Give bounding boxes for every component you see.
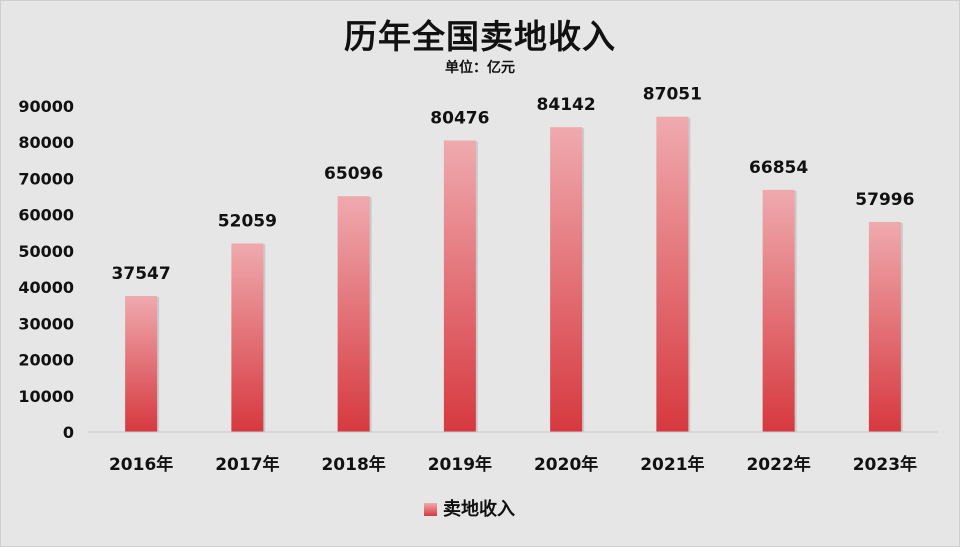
bar-value-label: 57996: [855, 190, 914, 210]
bar-value-label: 52059: [218, 211, 277, 231]
x-tick-label: 2022年: [746, 454, 810, 475]
y-tick-label: 60000: [18, 206, 74, 225]
bar-value-label: 80476: [430, 108, 489, 128]
bar: [443, 140, 476, 432]
y-tick-label: 40000: [18, 278, 74, 297]
bar-series: 37547 52059 65096 80476 84142 87051 66854 57996: [112, 85, 914, 432]
x-tick-label: 2023年: [853, 454, 917, 475]
y-tick-label: 0: [63, 423, 74, 442]
bar: [337, 196, 370, 432]
x-axis: 2016年 2017年 2018年 2019年 2020年 2021年 2022年 2023年: [88, 431, 938, 475]
y-tick-label: 30000: [18, 314, 74, 333]
bar: [762, 189, 795, 432]
y-axis: 0 10000 20000 30000 40000 50000 60000 70000 8000…: [18, 97, 74, 442]
x-tick-label: 2017年: [215, 454, 279, 475]
bar: [656, 116, 689, 432]
bar: [231, 243, 264, 432]
y-tick-label: 20000: [18, 351, 74, 370]
bar: [868, 221, 901, 432]
bar-value-label: 65096: [324, 164, 383, 184]
chart-subtitle: 单位：亿元: [445, 60, 515, 76]
legend-swatch: [424, 503, 437, 516]
y-tick-label: 50000: [18, 242, 74, 261]
y-tick-label: 70000: [18, 169, 74, 188]
bar: [125, 295, 158, 432]
x-tick-label: 2020年: [534, 454, 598, 475]
x-tick-label: 2018年: [321, 454, 385, 475]
bar: [550, 127, 583, 432]
bar-value-label: 37547: [112, 264, 171, 284]
x-tick-label: 2021年: [640, 454, 704, 475]
y-tick-label: 80000: [18, 133, 74, 152]
legend-label: 卖地收入: [443, 498, 515, 520]
y-tick-label: 10000: [18, 387, 74, 406]
y-tick-label: 90000: [18, 97, 74, 116]
bar-value-label: 87051: [643, 85, 702, 105]
bar-value-label: 66854: [749, 158, 808, 178]
legend: 卖地收入: [424, 498, 515, 520]
x-tick-label: 2019年: [428, 454, 492, 475]
x-tick-label: 2016年: [109, 454, 173, 475]
chart-title: 历年全国卖地收入: [344, 17, 616, 56]
bar-value-label: 84142: [537, 95, 596, 115]
